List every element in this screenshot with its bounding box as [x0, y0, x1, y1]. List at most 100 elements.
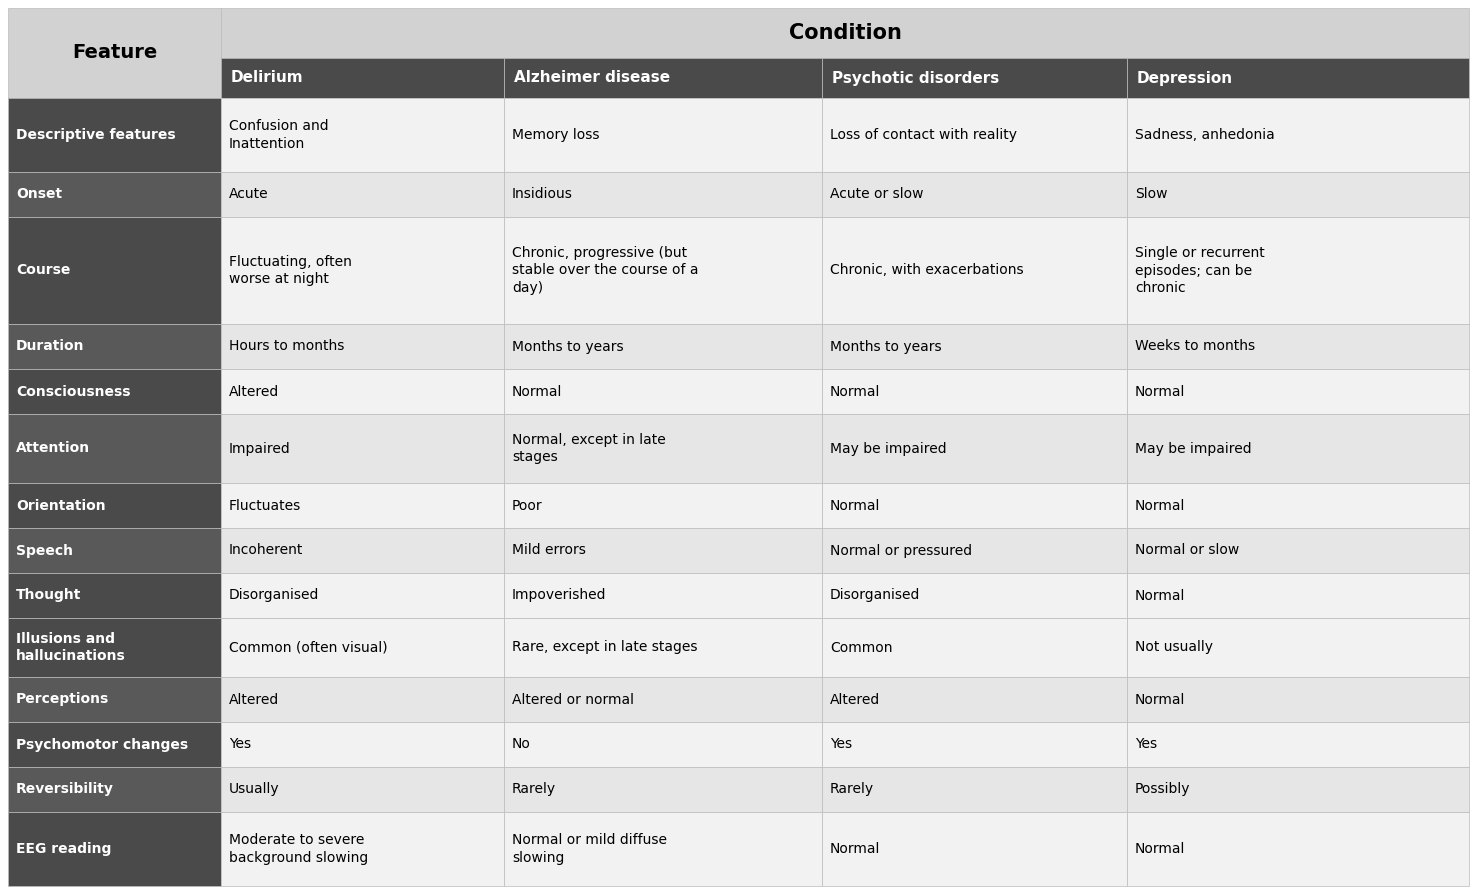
Bar	[7, 98, 222, 172]
Text: Reversibility: Reversibility	[16, 782, 114, 797]
Text: Rarely: Rarely	[830, 782, 874, 797]
Text: Depression: Depression	[1137, 71, 1233, 86]
Bar	[823, 483, 1127, 528]
Text: Confusion and
Inattention: Confusion and Inattention	[229, 119, 328, 151]
Bar	[1127, 767, 1470, 812]
Text: Possibly: Possibly	[1134, 782, 1190, 797]
Text: Normal, except in late
stages: Normal, except in late stages	[513, 433, 666, 464]
Bar	[1127, 812, 1470, 886]
Bar	[222, 98, 504, 172]
Text: Common (often visual): Common (often visual)	[229, 640, 387, 654]
Bar	[222, 528, 504, 573]
Bar	[222, 767, 504, 812]
Text: Feature: Feature	[72, 44, 157, 63]
Text: Common: Common	[830, 640, 892, 654]
Bar	[1127, 369, 1470, 414]
Bar	[7, 812, 222, 886]
Text: Yes: Yes	[830, 738, 852, 752]
Text: Months to years: Months to years	[830, 340, 942, 353]
Text: May be impaired: May be impaired	[1134, 442, 1251, 456]
Bar	[222, 573, 504, 618]
Text: Disorganised: Disorganised	[229, 588, 319, 603]
Bar	[7, 369, 222, 414]
Text: Altered: Altered	[229, 693, 279, 706]
Text: Altered or normal: Altered or normal	[513, 693, 634, 706]
Text: Perceptions: Perceptions	[16, 693, 109, 706]
Bar	[504, 369, 823, 414]
Bar	[1127, 324, 1470, 369]
Text: Single or recurrent
episodes; can be
chronic: Single or recurrent episodes; can be chr…	[1134, 246, 1264, 295]
Bar	[7, 618, 222, 677]
Text: Weeks to months: Weeks to months	[1134, 340, 1255, 353]
Text: Normal: Normal	[1134, 842, 1186, 856]
Bar	[1127, 528, 1470, 573]
Bar	[7, 483, 222, 528]
Text: Alzheimer disease: Alzheimer disease	[514, 71, 671, 86]
Text: Fluctuating, often
worse at night: Fluctuating, often worse at night	[229, 255, 352, 286]
Text: Condition: Condition	[789, 23, 901, 43]
Bar	[1127, 98, 1470, 172]
Bar	[222, 217, 504, 324]
Text: Speech: Speech	[16, 544, 72, 558]
Bar	[222, 812, 504, 886]
Text: Acute or slow: Acute or slow	[830, 188, 923, 201]
Text: Orientation: Orientation	[16, 499, 106, 512]
Bar	[823, 172, 1127, 217]
Bar	[222, 677, 504, 722]
Bar	[222, 324, 504, 369]
Bar	[7, 677, 222, 722]
Bar	[7, 414, 222, 483]
Bar	[504, 98, 823, 172]
Bar	[1127, 217, 1470, 324]
Text: Loss of contact with reality: Loss of contact with reality	[830, 128, 1018, 142]
Text: Descriptive features: Descriptive features	[16, 128, 176, 142]
Text: Normal: Normal	[1134, 588, 1186, 603]
Text: Normal: Normal	[513, 384, 563, 399]
Text: Chronic, with exacerbations: Chronic, with exacerbations	[830, 264, 1024, 277]
Bar	[823, 722, 1127, 767]
Bar	[222, 8, 1470, 58]
Bar	[7, 8, 222, 98]
Bar	[504, 722, 823, 767]
Text: Rare, except in late stages: Rare, except in late stages	[513, 640, 697, 654]
Bar	[504, 812, 823, 886]
Bar	[1127, 722, 1470, 767]
Text: Normal or mild diffuse
slowing: Normal or mild diffuse slowing	[513, 833, 668, 864]
Bar	[1127, 58, 1470, 98]
Text: No: No	[513, 738, 530, 752]
Text: Normal: Normal	[830, 842, 880, 856]
Bar	[823, 369, 1127, 414]
Text: Incoherent: Incoherent	[229, 544, 303, 558]
Bar	[504, 217, 823, 324]
Text: Delirium: Delirium	[230, 71, 304, 86]
Text: Fluctuates: Fluctuates	[229, 499, 301, 512]
Bar	[504, 573, 823, 618]
Text: Impoverished: Impoverished	[513, 588, 607, 603]
Text: Altered: Altered	[229, 384, 279, 399]
Bar	[823, 812, 1127, 886]
Text: Thought: Thought	[16, 588, 81, 603]
Bar	[222, 618, 504, 677]
Text: Psychomotor changes: Psychomotor changes	[16, 738, 188, 752]
Text: Normal: Normal	[1134, 499, 1186, 512]
Text: Normal or pressured: Normal or pressured	[830, 544, 972, 558]
Text: Sadness, anhedonia: Sadness, anhedonia	[1134, 128, 1275, 142]
Text: Usually: Usually	[229, 782, 279, 797]
Bar	[7, 573, 222, 618]
Bar	[823, 414, 1127, 483]
Bar	[823, 217, 1127, 324]
Text: Chronic, progressive (but
stable over the course of a
day): Chronic, progressive (but stable over th…	[513, 246, 699, 295]
Text: Attention: Attention	[16, 442, 90, 456]
Bar	[504, 528, 823, 573]
Text: Memory loss: Memory loss	[513, 128, 600, 142]
Bar	[222, 722, 504, 767]
Bar	[1127, 573, 1470, 618]
Text: Normal: Normal	[830, 384, 880, 399]
Bar	[504, 677, 823, 722]
Text: EEG reading: EEG reading	[16, 842, 111, 856]
Bar	[222, 414, 504, 483]
Text: Impaired: Impaired	[229, 442, 291, 456]
Text: Yes: Yes	[1134, 738, 1156, 752]
Bar	[504, 483, 823, 528]
Text: Mild errors: Mild errors	[513, 544, 586, 558]
